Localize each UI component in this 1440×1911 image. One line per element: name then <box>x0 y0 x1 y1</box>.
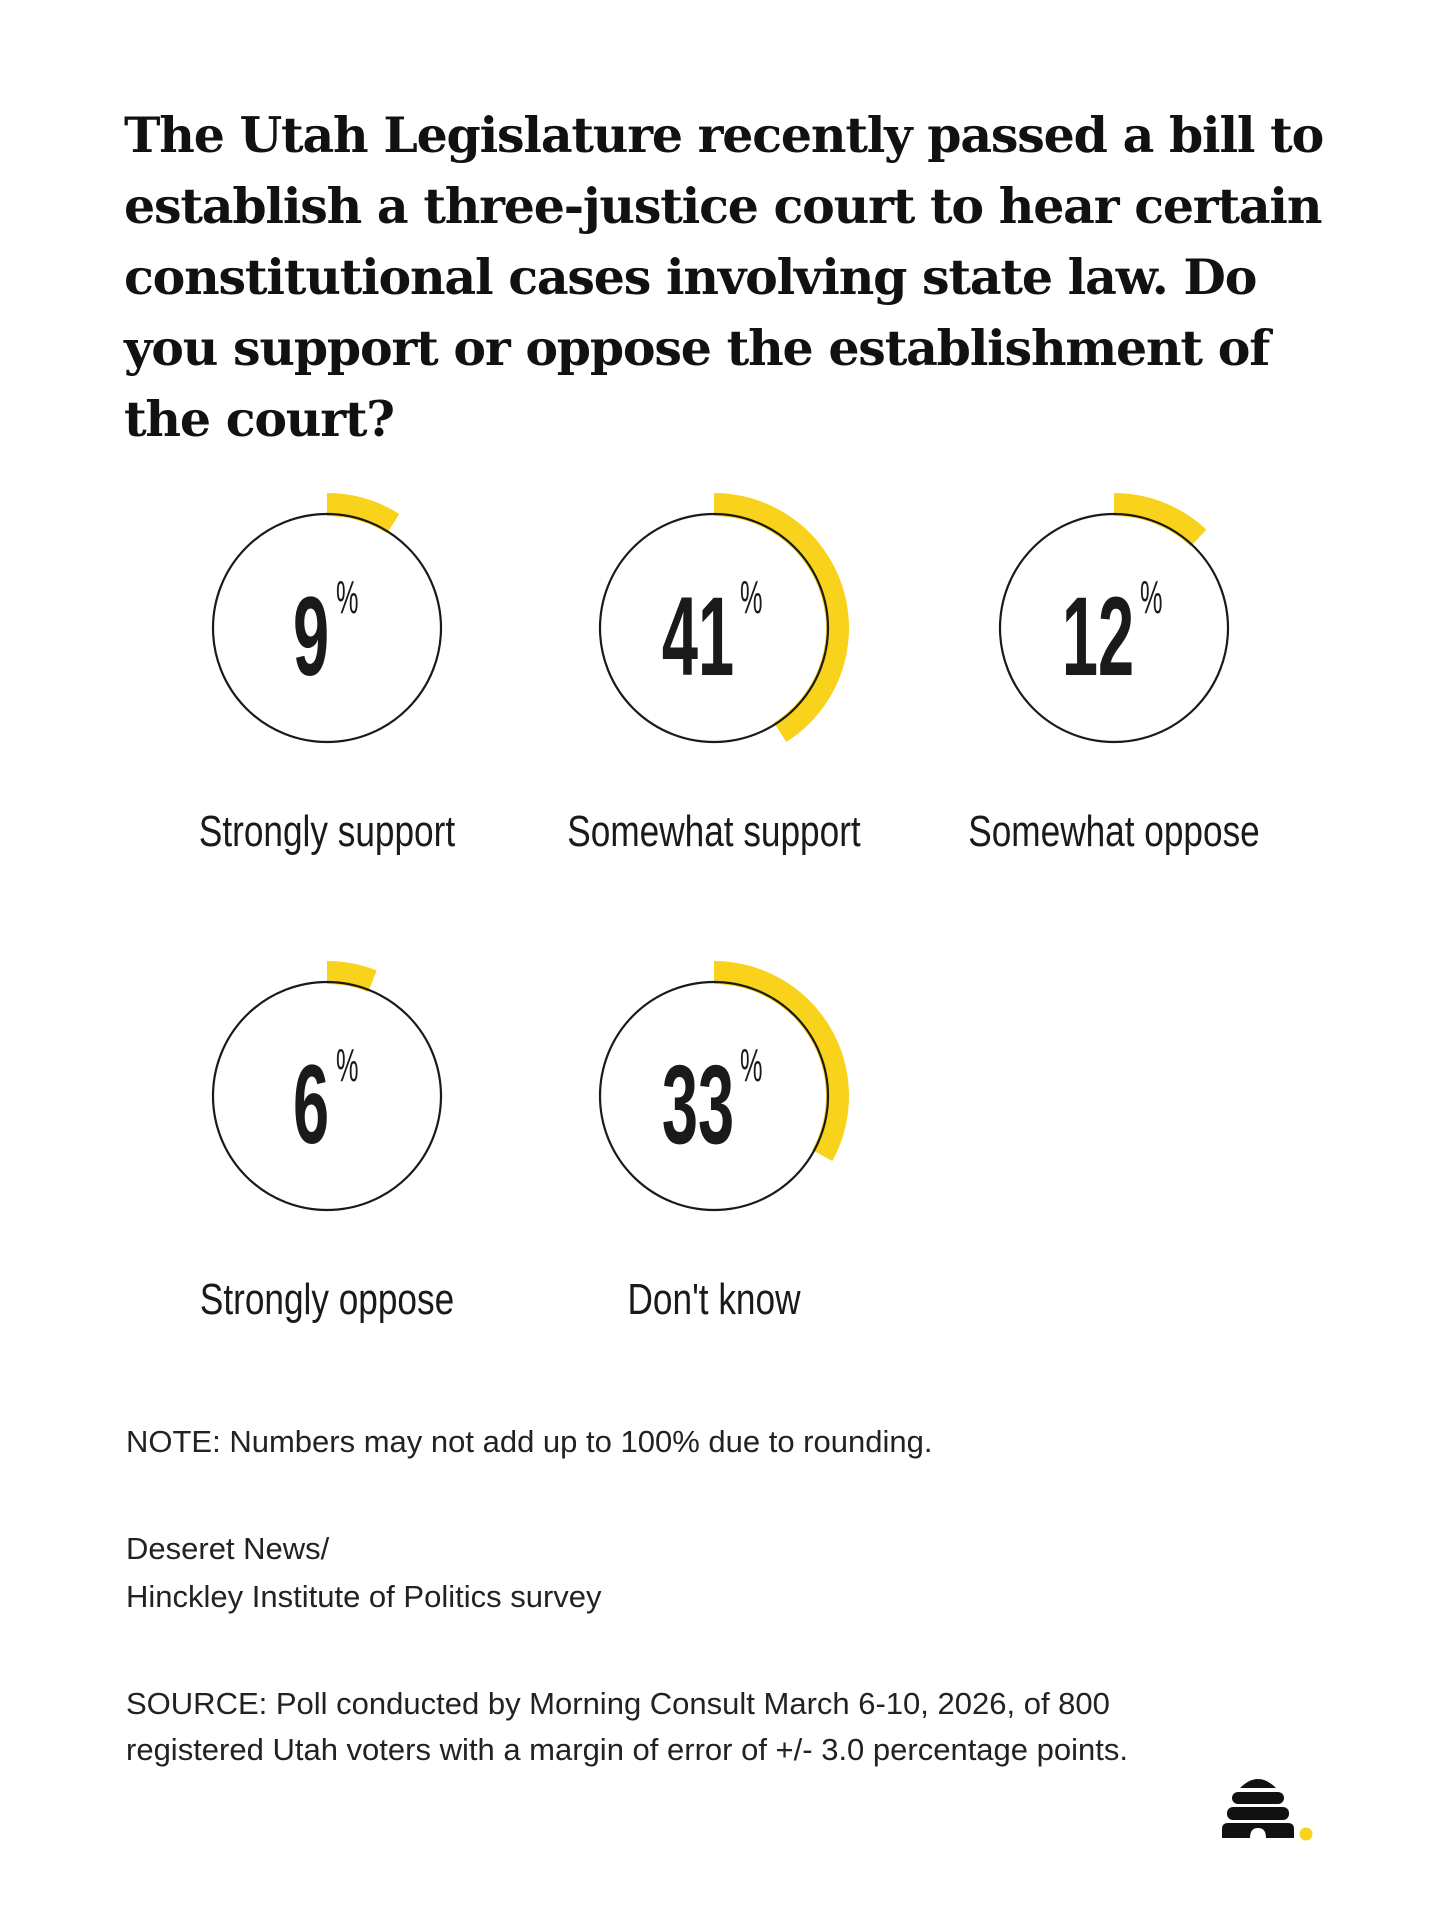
value-label: 9 <box>293 575 329 700</box>
category-label: Somewhat oppose <box>968 807 1259 856</box>
value-arc <box>714 493 849 742</box>
percent-sign: % <box>1140 571 1162 623</box>
percent-sign: % <box>740 571 762 623</box>
category-label: Don't know <box>628 1275 801 1324</box>
value-arc <box>714 961 849 1162</box>
value-arc <box>1114 493 1207 547</box>
radial-chart: 9 % Strongly support 41 % Somewhat support 12%… <box>199 493 1260 1324</box>
value-label: 33 <box>662 1043 734 1168</box>
value-label: 6 <box>293 1043 329 1168</box>
ring-outline <box>211 512 443 744</box>
value-arc <box>327 961 377 992</box>
source-line-1: SOURCE: Poll conducted by Morning Consul… <box>126 1686 1110 1721</box>
chart-title: The Utah Legislature recently passed a b… <box>124 106 1324 448</box>
credit-line-2: Hinckley Institute of Politics survey <box>126 1579 602 1614</box>
ring-outline <box>598 980 830 1212</box>
value-label: 12 <box>1062 575 1134 700</box>
percent-sign: % <box>740 1039 762 1091</box>
note-text: NOTE: Numbers may not add up to 100% due… <box>126 1424 933 1459</box>
category-label: Strongly support <box>199 807 455 856</box>
ring-outline <box>598 512 830 744</box>
category-label: Somewhat support <box>567 807 860 856</box>
percent-sign: % <box>336 1039 358 1091</box>
beehive-logo-icon <box>1222 1779 1313 1841</box>
percent-sign: % <box>336 571 358 623</box>
category-label: Strongly oppose <box>200 1275 454 1324</box>
value-label: 41 <box>662 575 734 700</box>
ring-outline <box>211 980 443 1212</box>
source-line-2: registered Utah voters with a margin of … <box>126 1732 1128 1767</box>
value-arc <box>327 493 400 534</box>
credit-line-1: Deseret News/ <box>126 1531 330 1566</box>
ring-outline <box>998 512 1230 744</box>
